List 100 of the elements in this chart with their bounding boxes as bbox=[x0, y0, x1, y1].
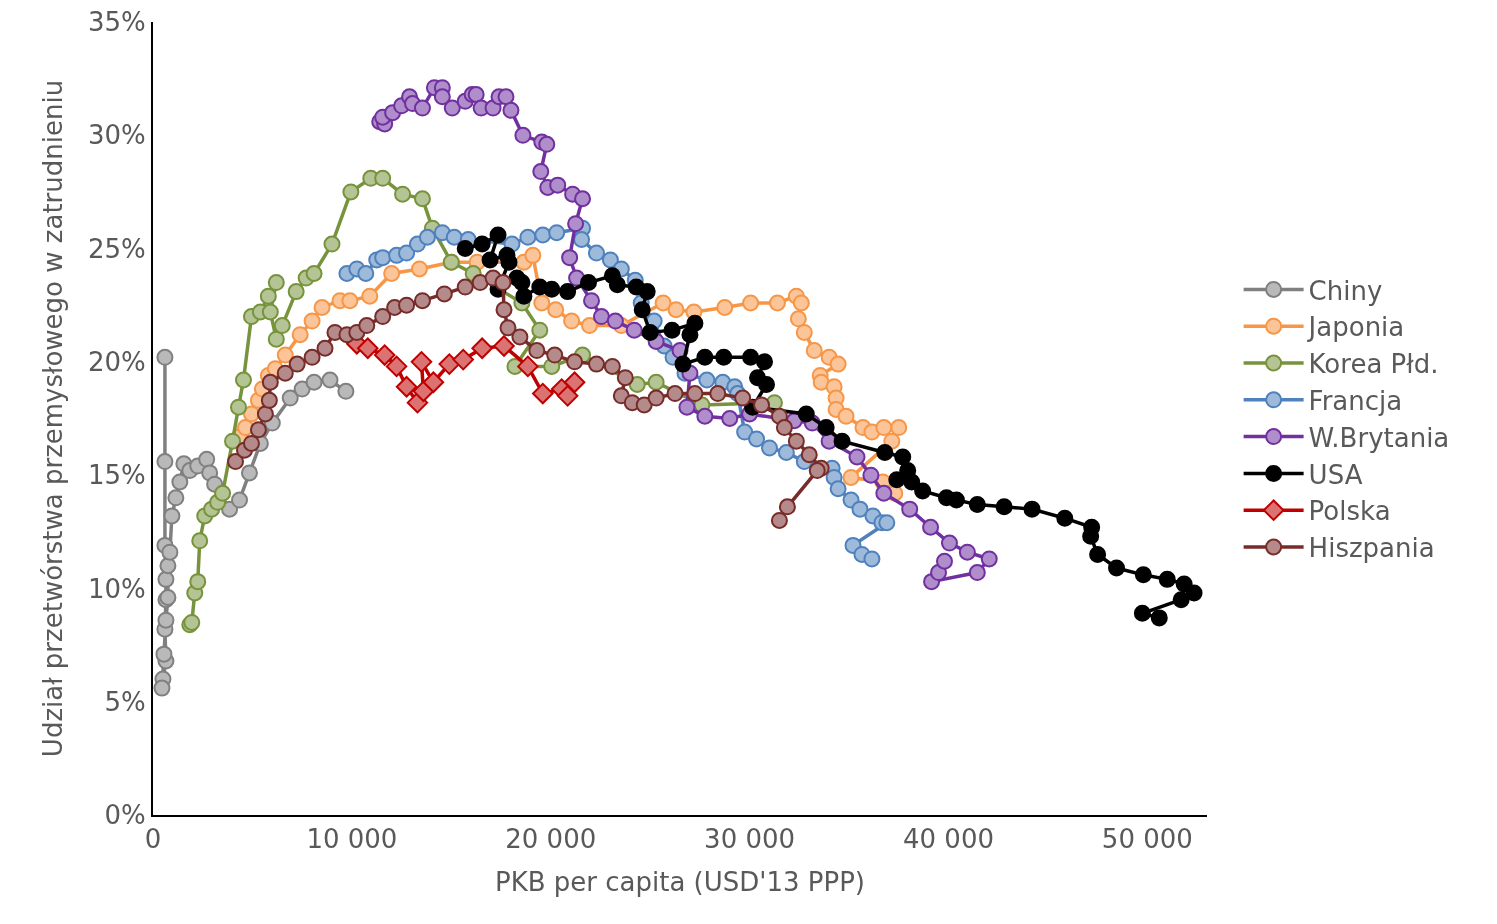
point bbox=[435, 285, 453, 303]
point bbox=[497, 88, 515, 106]
point bbox=[890, 419, 908, 437]
point bbox=[608, 276, 626, 294]
x-tick-label: 10 000 bbox=[306, 824, 398, 855]
point bbox=[778, 498, 796, 516]
point bbox=[583, 292, 600, 310]
point bbox=[240, 464, 258, 482]
point bbox=[524, 246, 542, 264]
point bbox=[443, 99, 461, 117]
point bbox=[413, 292, 431, 310]
point bbox=[273, 317, 291, 335]
point bbox=[445, 228, 463, 246]
point bbox=[980, 550, 998, 568]
point bbox=[281, 389, 299, 407]
point bbox=[342, 183, 360, 201]
point bbox=[410, 260, 428, 278]
point bbox=[808, 462, 826, 480]
point bbox=[543, 280, 561, 298]
point bbox=[517, 355, 539, 378]
point bbox=[748, 430, 766, 448]
y-tick-label: 20% bbox=[88, 346, 146, 377]
point bbox=[156, 348, 174, 366]
point bbox=[625, 321, 643, 339]
point bbox=[958, 543, 976, 561]
point bbox=[287, 283, 305, 301]
point bbox=[812, 373, 830, 391]
point bbox=[606, 312, 624, 330]
point bbox=[231, 491, 249, 509]
point bbox=[863, 550, 881, 568]
point bbox=[1056, 509, 1074, 527]
point bbox=[775, 419, 793, 437]
point bbox=[157, 570, 175, 588]
point bbox=[259, 287, 277, 305]
point bbox=[805, 342, 823, 360]
point bbox=[267, 330, 285, 348]
point bbox=[581, 317, 599, 335]
point bbox=[716, 298, 734, 316]
point bbox=[515, 287, 533, 305]
point bbox=[471, 337, 493, 360]
point bbox=[616, 369, 634, 387]
point bbox=[709, 385, 727, 403]
point bbox=[580, 274, 598, 292]
point bbox=[499, 319, 517, 337]
point bbox=[471, 274, 489, 292]
point bbox=[293, 380, 311, 398]
point bbox=[534, 226, 552, 244]
point bbox=[770, 511, 788, 529]
point bbox=[829, 355, 847, 373]
point bbox=[587, 355, 605, 373]
point bbox=[862, 466, 880, 484]
point bbox=[198, 450, 216, 468]
point bbox=[654, 294, 672, 312]
point bbox=[214, 484, 232, 502]
point bbox=[1134, 566, 1152, 584]
point bbox=[256, 405, 274, 423]
point bbox=[157, 611, 175, 629]
point bbox=[357, 264, 375, 282]
point bbox=[361, 287, 379, 305]
point bbox=[875, 419, 893, 437]
point bbox=[413, 99, 431, 117]
point bbox=[532, 382, 554, 405]
point bbox=[667, 301, 685, 319]
point bbox=[249, 421, 267, 439]
point bbox=[171, 473, 189, 491]
legend-label: Francja bbox=[1308, 385, 1403, 416]
point bbox=[394, 185, 412, 203]
x-axis-title: PKB per capita (USD'13 PPP) bbox=[494, 867, 866, 898]
point bbox=[341, 292, 359, 310]
point bbox=[191, 532, 209, 550]
point bbox=[736, 423, 754, 441]
point bbox=[481, 251, 499, 269]
point bbox=[663, 321, 681, 339]
point bbox=[267, 274, 285, 292]
point bbox=[153, 679, 171, 697]
point bbox=[337, 382, 355, 400]
legend-label: Korea Płd. bbox=[1308, 349, 1439, 380]
point bbox=[227, 453, 245, 471]
point bbox=[566, 353, 584, 371]
point bbox=[398, 244, 416, 262]
point bbox=[260, 391, 278, 409]
point bbox=[1158, 570, 1176, 588]
point bbox=[922, 518, 940, 536]
y-tick-label: 30% bbox=[88, 120, 146, 151]
point bbox=[936, 552, 953, 570]
point bbox=[456, 278, 474, 296]
point bbox=[914, 482, 932, 500]
point bbox=[888, 471, 906, 489]
point bbox=[316, 339, 334, 357]
point bbox=[305, 373, 323, 391]
point bbox=[321, 371, 339, 389]
point bbox=[163, 507, 181, 525]
point bbox=[561, 249, 579, 267]
point bbox=[230, 398, 248, 416]
y-tick-label: 0% bbox=[104, 800, 146, 831]
point bbox=[734, 389, 752, 407]
point bbox=[903, 473, 921, 491]
point bbox=[563, 371, 586, 393]
point bbox=[161, 543, 179, 561]
point bbox=[721, 410, 739, 427]
